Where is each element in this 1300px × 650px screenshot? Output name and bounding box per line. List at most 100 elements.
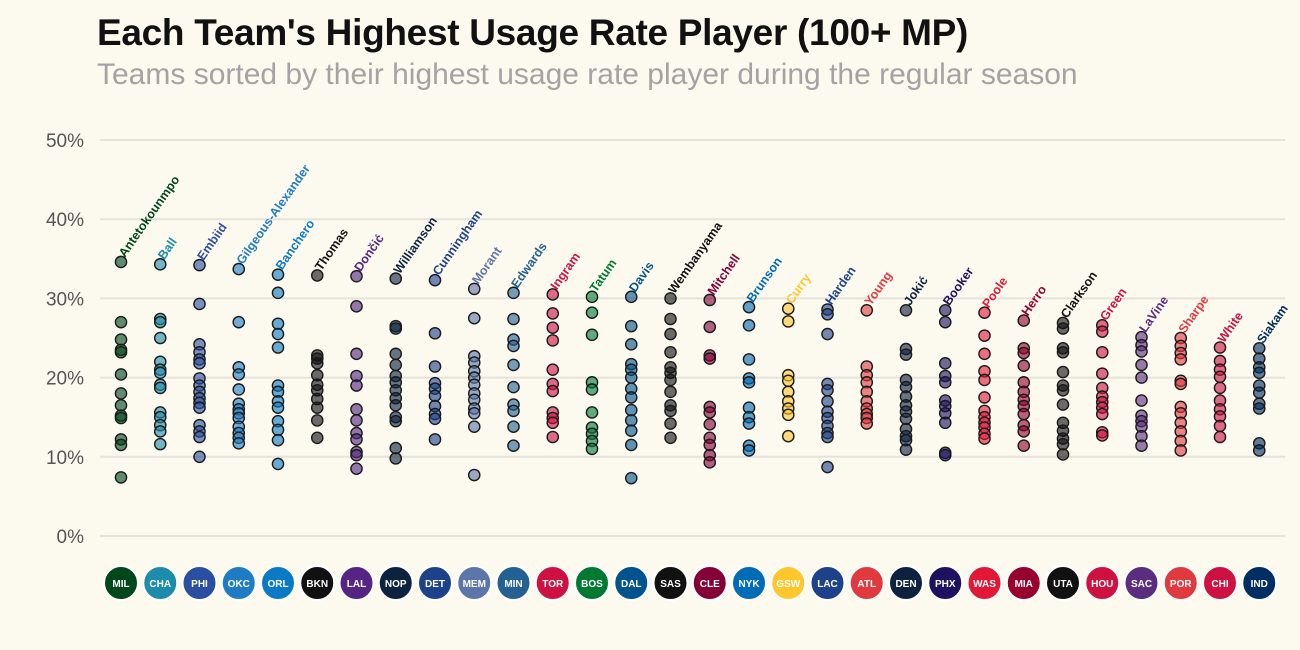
data-point [389,452,403,465]
data-point [546,307,560,320]
data-point [899,348,913,361]
svg-text:MEM: MEM [463,579,486,590]
team-series-tor [546,288,560,444]
team-series-lac [821,303,834,474]
data-point [546,288,560,301]
data-point [978,306,991,319]
data-point [703,418,717,431]
data-point [821,307,834,321]
data-point [978,432,991,445]
team-logo-ind: IND [1241,565,1278,601]
data-point [232,368,246,381]
team-logo-det: DET [417,565,453,601]
data-point [114,368,128,381]
data-point [1252,402,1266,415]
data-point [193,258,206,272]
svg-text:LAL: LAL [347,579,366,590]
data-point [664,404,677,418]
data-point [507,339,520,353]
team-logo-cha: CHA [142,565,179,601]
team-series-ind [1252,341,1266,457]
data-point [1017,425,1031,438]
data-point [1213,370,1227,384]
data-point [310,357,324,370]
data-point [232,315,246,329]
data-point [310,414,324,427]
svg-text:UTA: UTA [1053,579,1073,590]
data-point [742,353,756,366]
svg-text:HOU: HOU [1091,579,1113,590]
data-point [114,315,128,329]
player-label: LaVine [1136,293,1171,334]
data-point [1174,377,1188,391]
data-point [664,385,677,399]
team-logo-dal: DAL [613,565,650,601]
team-logo-hou: HOU [1084,565,1121,601]
data-point [350,300,363,313]
data-point [821,460,834,474]
team-series-den [899,303,913,456]
data-point [585,290,599,304]
data-point [114,438,128,452]
data-point [271,433,285,447]
svg-text:IND: IND [1251,579,1268,590]
data-point [899,412,913,426]
player-label: Harden [822,264,858,307]
player-label: Herro [1019,283,1050,319]
data-point [1174,444,1188,457]
data-point [1213,381,1227,395]
svg-text:LAC: LAC [817,579,838,590]
team-series-dal [624,290,638,485]
data-point [507,380,520,394]
svg-text:NYK: NYK [738,579,760,590]
data-point [389,441,403,455]
data-point [1174,353,1188,366]
data-point [978,329,991,342]
data-point [350,347,363,361]
data-point [624,319,638,333]
team-logo-sac: SAC [1123,565,1160,601]
data-point [938,357,952,370]
data-point [350,414,363,427]
svg-text:GSW: GSW [776,579,800,590]
data-point [1056,448,1070,461]
data-point [271,341,285,354]
team-logo-nyk: NYK [731,565,767,601]
data-point [310,401,324,414]
data-point [624,403,638,417]
data-point [742,376,756,389]
svg-text:CLE: CLE [700,579,720,590]
data-point [1056,437,1070,451]
data-point [232,437,246,450]
team-logo-gsw: GSW [770,565,807,601]
team-logo-nop: NOP [377,565,414,601]
data-point [781,374,795,388]
data-point [781,408,795,422]
player-label: Tatum [587,257,619,295]
data-point [821,395,834,408]
data-point [938,416,952,430]
data-point [389,358,403,372]
y-tick-label: 40% [46,210,84,231]
data-point [546,384,560,398]
data-point [1017,314,1031,327]
data-point [193,401,206,414]
data-point [428,389,442,403]
svg-text:TOR: TOR [542,579,564,590]
data-point [585,383,599,396]
data-point [1213,341,1227,354]
data-point [271,423,285,437]
player-label: Ingram [548,250,583,292]
data-point [742,319,756,332]
player-label: Curry [783,271,814,306]
data-point [585,306,599,319]
player-label: Siakam [1254,302,1291,346]
team-series-por [1174,331,1188,457]
data-point [428,273,442,287]
chart-subtitle: Teams sorted by their highest usage rate… [97,58,1078,91]
svg-text:CHA: CHA [149,579,171,590]
data-point [271,457,285,471]
data-point [350,269,363,283]
data-point [232,383,246,396]
